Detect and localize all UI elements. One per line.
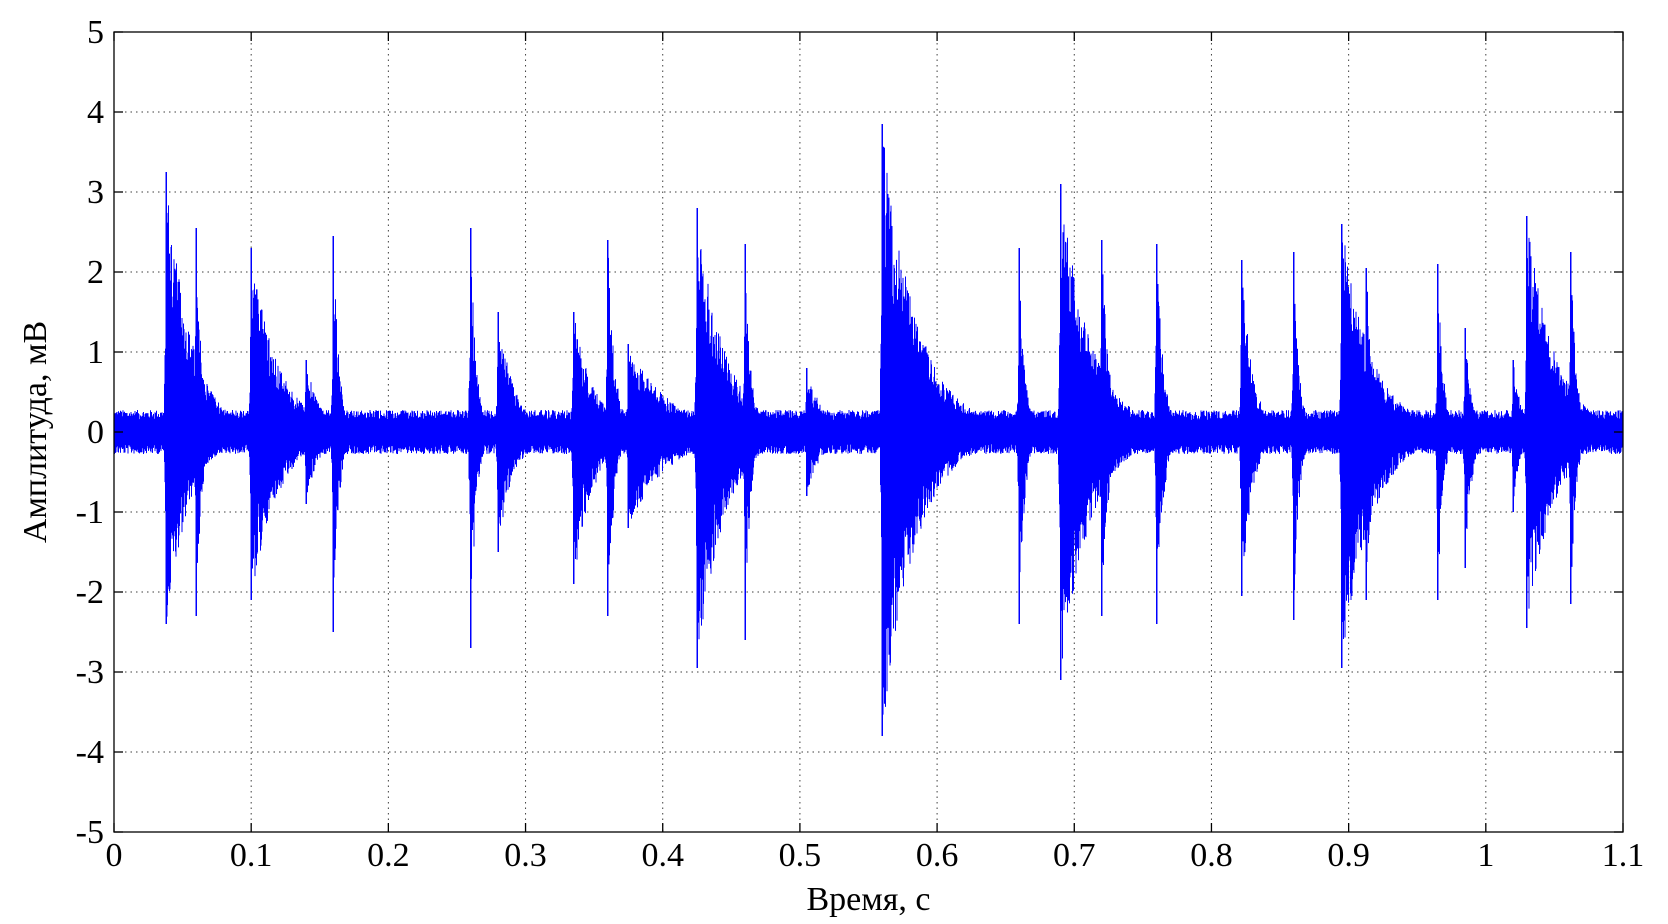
x-tick-label: 0.4 [641, 837, 684, 874]
y-tick-label: -2 [76, 574, 104, 611]
x-tick-label: 1 [1477, 837, 1494, 874]
y-tick-label: 5 [87, 14, 104, 51]
y-tick-label: 2 [87, 254, 104, 291]
y-tick-label: -4 [76, 734, 104, 771]
x-tick-label: 0.3 [504, 837, 547, 874]
x-tick-label: 0.7 [1053, 837, 1096, 874]
axis-ticks [113, 31, 1624, 833]
y-tick-label: -5 [76, 814, 104, 851]
x-axis-tick-labels: 0 0.1 0.2 0.3 0.4 0.5 0.6 0.7 0.8 0.9 1 1.1 [106, 837, 1645, 874]
x-tick-label: 0.1 [230, 837, 273, 874]
y-tick-label: -1 [76, 494, 104, 531]
signal-series-line [113, 124, 1624, 736]
x-tick-label: 0.2 [367, 837, 410, 874]
y-tick-label: 0 [87, 414, 104, 451]
x-tick-label: 0 [106, 837, 123, 874]
x-tick-label: 1.1 [1602, 837, 1645, 874]
x-tick-label: 0.6 [916, 837, 959, 874]
x-tick-label: 0.5 [779, 837, 822, 874]
x-axis-title: Время, с [806, 881, 930, 918]
y-tick-label: 3 [87, 174, 104, 211]
y-tick-label: -3 [76, 654, 104, 691]
y-tick-label: 4 [87, 94, 104, 131]
grid [114, 32, 1623, 832]
signal-trace [113, 124, 1624, 736]
x-tick-label: 0.9 [1327, 837, 1370, 874]
y-axis-title: Амплитуда, мВ [17, 321, 54, 543]
x-tick-label: 0.8 [1190, 837, 1233, 874]
y-axis-tick-labels: 5 4 3 2 1 0 -1 -2 -3 -4 -5 [76, 14, 104, 851]
y-tick-label: 1 [87, 334, 104, 371]
